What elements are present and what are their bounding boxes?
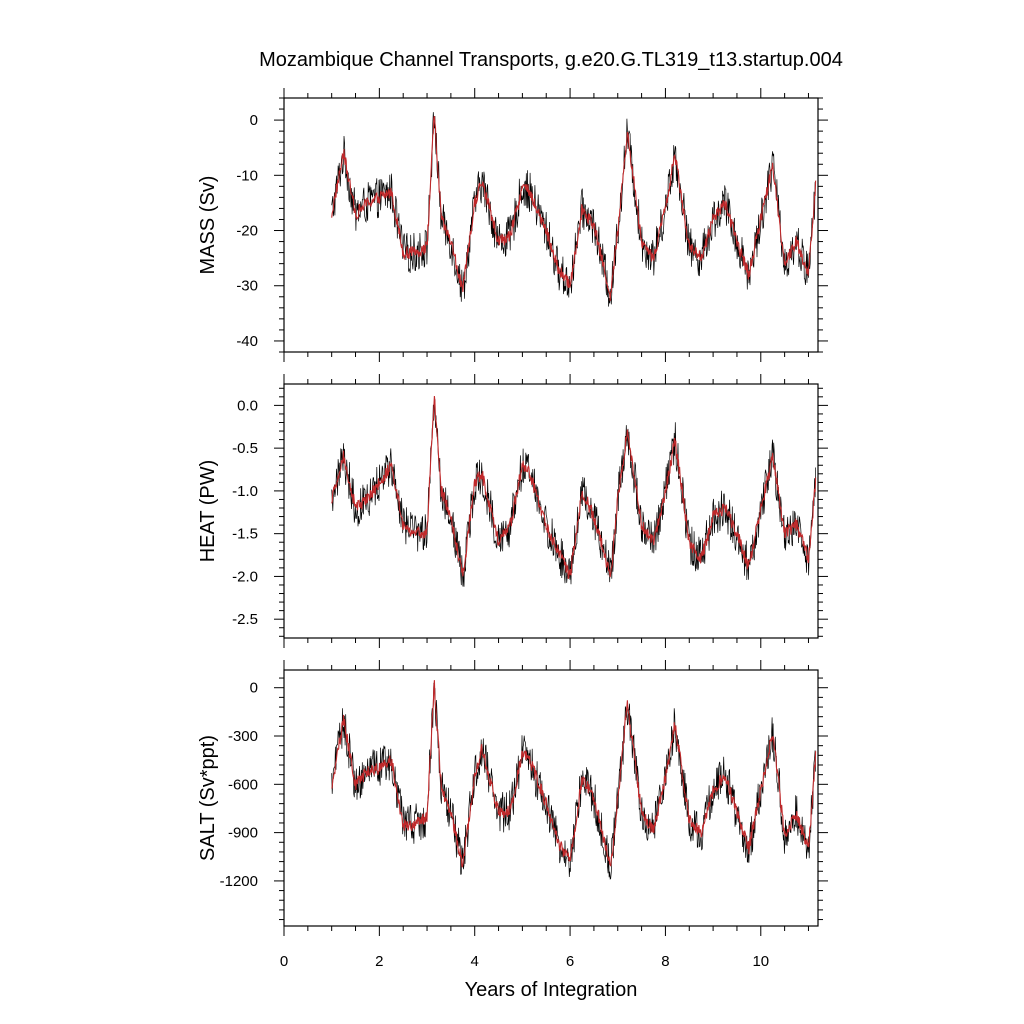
x-tick-label: 4 <box>471 953 479 970</box>
x-tick-label: 10 <box>752 953 769 970</box>
y-tick-label: -1200 <box>220 873 258 890</box>
x-axis-label: Years of Integration <box>465 979 638 1001</box>
y-tick-label: -1.0 <box>232 483 258 500</box>
y-tick-label: -600 <box>228 776 258 793</box>
x-tick-label: 8 <box>661 953 669 970</box>
y-axis-label: HEAT (PW) <box>197 460 219 563</box>
y-tick-label: -1.5 <box>232 526 258 543</box>
y-tick-label: -20 <box>236 223 258 240</box>
x-tick-label: 0 <box>280 953 288 970</box>
panels-layer: 0 -10 -20 -30 -40 MASS (Sv) 0.0 -0.5 -1.0 -1.5 -2.… <box>197 88 828 970</box>
series-smoothed-line <box>331 680 817 868</box>
y-tick-label: -2.0 <box>232 568 258 585</box>
y-tick-label: -900 <box>228 825 258 842</box>
series-raw-line <box>331 682 816 880</box>
panel-2: 0.0 -0.5 -1.0 -1.5 -2.0 -2.5 HEAT (PW) <box>197 374 828 648</box>
x-tick-label: 2 <box>375 953 383 970</box>
y-tick-label: -2.5 <box>232 611 258 628</box>
x-tick-label: 6 <box>566 953 574 970</box>
series-raw-line <box>331 399 816 587</box>
series-smoothed-line <box>331 395 817 580</box>
chart-title: Mozambique Channel Transports, g.e20.G.T… <box>259 49 843 71</box>
y-tick-label: -0.5 <box>232 440 258 457</box>
y-tick-label: -40 <box>236 333 258 350</box>
y-tick-label: -10 <box>236 167 258 184</box>
y-tick-label: 0 <box>250 112 258 129</box>
y-axis-label: MASS (Sv) <box>197 176 219 275</box>
plot-frame <box>283 97 819 353</box>
series-smoothed-line <box>331 116 817 301</box>
series-raw-line <box>331 112 816 307</box>
plot-frame <box>283 383 819 639</box>
y-tick-label: 0 <box>250 680 258 697</box>
y-tick-label: 0.0 <box>237 397 258 414</box>
plot-frame <box>283 669 819 927</box>
y-axis-label: SALT (Sv*ppt) <box>197 735 219 861</box>
y-tick-label: -300 <box>228 728 258 745</box>
y-tick-label: -30 <box>236 278 258 295</box>
panel-1: 0 -10 -20 -30 -40 MASS (Sv) <box>197 88 828 362</box>
